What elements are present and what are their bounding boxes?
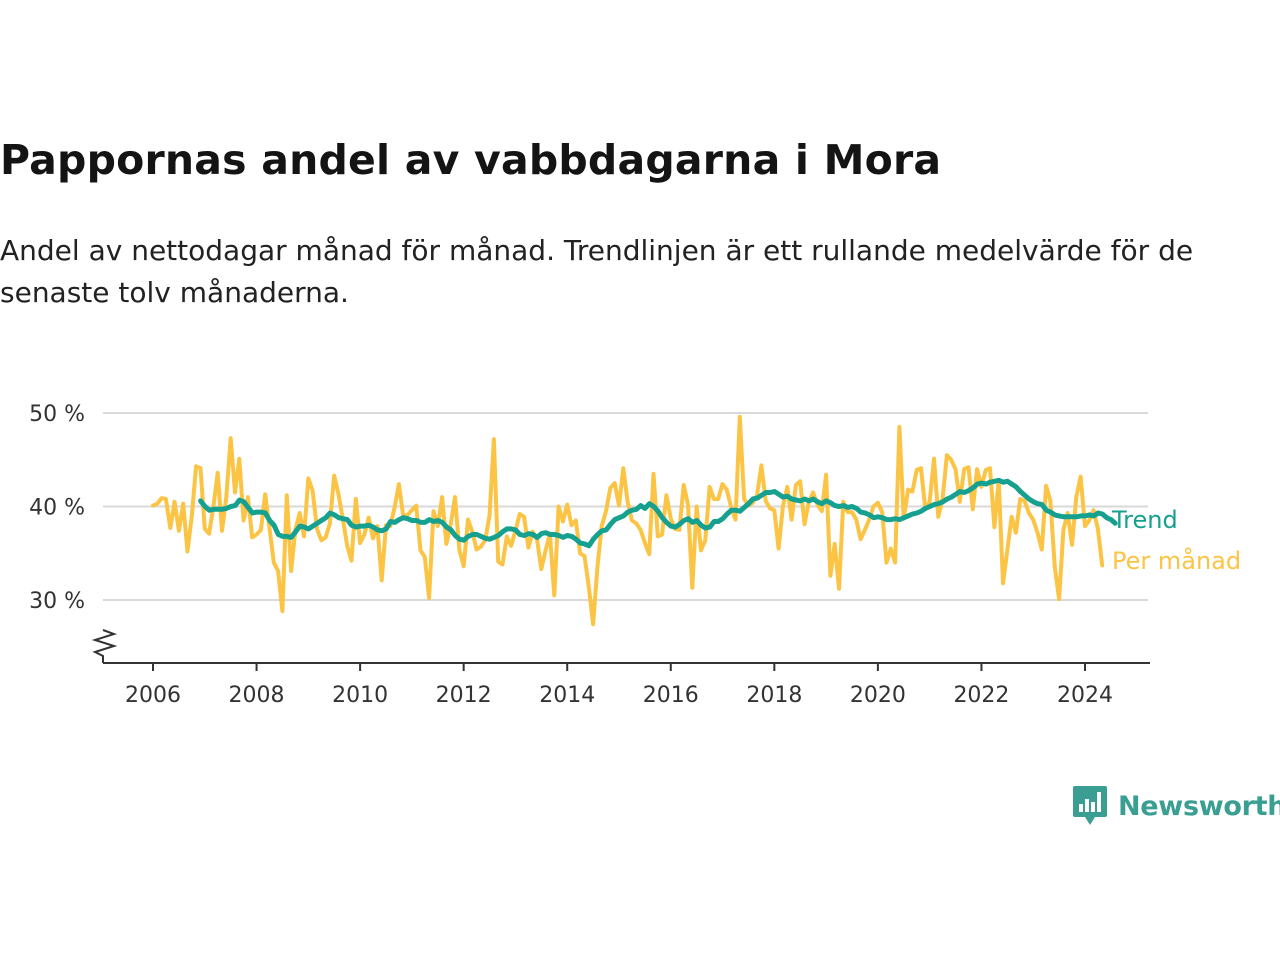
x-tick-label: 2008 <box>229 683 285 708</box>
x-tick-label: 2022 <box>953 683 1009 708</box>
x-tick-label: 2014 <box>539 683 595 708</box>
x-tick-label: 2016 <box>643 683 699 708</box>
y-axis-break-icon <box>91 629 118 663</box>
chart-title: Pappornas andel av vabbdagarna i Mora <box>0 136 942 184</box>
x-tick-label: 2024 <box>1057 683 1113 708</box>
series-line-per-manad <box>151 414 1105 627</box>
x-tick-label: 2006 <box>125 683 181 708</box>
series-lines <box>151 414 1118 627</box>
newsworthy-logo-icon <box>1073 786 1107 825</box>
newsworthy-logo[interactable]: Newsworthy <box>1072 784 1280 828</box>
x-tick-label: 2020 <box>850 683 906 708</box>
chart-subtitle: Andel av nettodagar månad för månad. Tre… <box>0 234 1194 309</box>
y-tick-labels: 30 % 40 % 50 % <box>29 402 85 614</box>
x-tick-label: 2018 <box>746 683 802 708</box>
newsworthy-logo-text: Newsworthy <box>1118 790 1280 822</box>
series-label-trend: Trend <box>1111 506 1178 534</box>
x-tick-labels: 2006 2008 2010 2012 2014 2016 2018 2020 2022 2024 <box>125 663 1113 708</box>
x-tick-label: 2012 <box>436 683 492 708</box>
series-label-per-manad: Per månad <box>1112 546 1241 575</box>
y-tick-label: 30 % <box>29 589 85 614</box>
series-line-trend <box>198 477 1118 549</box>
series-labels: Trend Per månad <box>1111 506 1241 575</box>
x-axis <box>91 629 1150 664</box>
y-tick-label: 40 % <box>29 496 85 521</box>
y-tick-label: 50 % <box>29 402 85 427</box>
x-tick-label: 2010 <box>332 683 388 708</box>
